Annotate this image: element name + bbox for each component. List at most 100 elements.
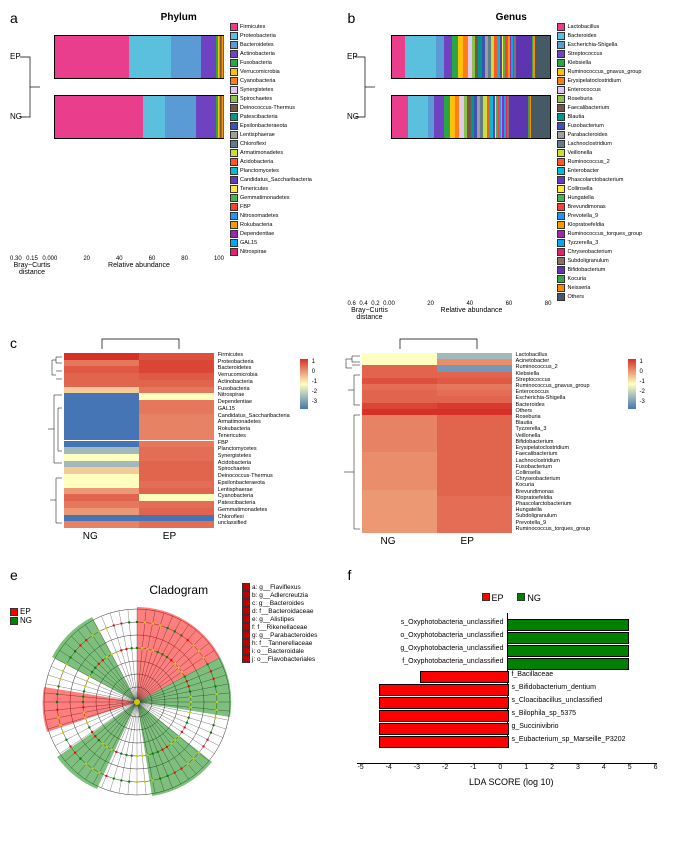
hm-cell [139,380,214,387]
legend-item: Synergistetes [230,86,312,94]
legend-item: Planctomycetes [230,167,312,175]
hm-row-label: Streptococcus [516,377,551,383]
legend-item: Erysipelatoclostridium [557,77,642,85]
hm-row-label: Deinococcus-Thermus [218,473,273,479]
hm-cell [139,427,214,434]
segment-bacteroides [405,36,436,78]
hm-row-label: FBP [218,440,229,446]
panel-e: e Cladogram EP NG [10,567,347,807]
lda-leg-ep: EP [492,593,504,603]
hm-cell [139,420,214,427]
hm-cell [64,508,139,515]
legend-item: Verrucomicrobia [230,68,312,76]
hm-row-label: Veillonella [516,433,541,439]
hm-row-label: Others [516,408,533,414]
heatmap-genus: LactobacillusAcinetobacterRuminococcus_2… [338,339,675,549]
hm-cell [139,353,214,360]
hm-cell [64,407,139,414]
legend-item: Actinobacteria [230,50,312,58]
hm-row-label: Subdoligranulum [516,513,557,519]
legend-item: Fusobacterium [557,122,642,130]
hm-row-label: Kocuria [516,482,535,488]
lda-leg-ng: NG [527,593,541,603]
segment-bacteroides [408,96,427,138]
legend-item: Ruminococcus_torques_group [557,230,642,238]
heatmap-phylum: FirmicutesProteobacteriaBacteroidetesVer… [40,339,338,549]
lda-bar-label: s_Cloacibacillus_unclassified [511,697,602,704]
lda-bar-label: s_Eubacterium_sp_Marseille_P3202 [511,736,625,743]
hm-row-label: Hungatella [516,507,542,513]
legend-item: Faecalibacterium [557,104,642,112]
row-dendro-ge [338,353,360,533]
hm-row-label: Enterococcus [516,389,549,395]
hm-cell [139,360,214,367]
segment-escherichia-shigella [436,36,444,78]
hm-row-label: Planctomycetes [218,446,257,452]
hm-row-label: Klopratoefeldia [516,495,553,501]
hm-row-label: Ruminococcus_torques_group [516,526,591,532]
hm-cell [64,447,139,454]
stacked-genus [391,23,551,143]
dendro-a: EP NG [10,23,54,143]
lda-bar [379,736,509,748]
hm-row-label: Phascolarctobacterium [516,501,572,507]
hm-row-label: Synergistetes [218,453,251,459]
hm-cell [64,393,139,400]
hm-row-label: Blautia [516,420,533,426]
hm-row-label: Bacteroidetes [218,365,252,371]
lda-bar-label: s_Bilophila_sp_5375 [511,710,576,717]
hm-row-label: Escherichia-Shigella [516,395,566,401]
hm-row-label: Brevundimonas [516,489,554,495]
legend-item: Hungatella [557,194,642,202]
legend-item: Subdoligranulum [557,257,642,265]
lda-bar-label: f_Bacillaceae [511,671,553,678]
hm-row-label: Tyzzerella_3 [516,426,547,432]
hm-ge-ep: EP [461,536,474,547]
legend-item: Klebsiella [557,59,642,67]
hm-row-label: Epsilonbacteraeota [218,480,265,486]
hm-cell [64,515,139,522]
hm-row-label: Faecalibacterium [516,451,558,457]
lda-bar [507,658,629,670]
hm-cell [139,434,214,441]
legend-item: Deinococcus-Thermus [230,104,312,112]
clado-key: c: g__Bacteroides [242,599,317,607]
hm-cell [139,515,214,522]
lda-bar [379,697,509,709]
hm-cell [64,400,139,407]
cladogram-svg [32,597,242,807]
hm-cell [64,461,139,468]
hm-cell [139,521,214,528]
clado-key: b: g__Adlercreutzia [242,591,317,599]
hm-cell [139,373,214,380]
hm-cell [64,387,139,394]
hm-row-label: Armatimonadetes [218,419,261,425]
clado-key: i: o__Bacteroidale [242,647,317,655]
hm-row-label: Klebsiella [516,371,540,377]
segment-streptococcus [444,36,452,78]
svg-text:EP: EP [347,52,358,61]
svg-text:NG: NG [347,112,359,121]
hm-row-label: Firmicutes [218,352,243,358]
lda-bar [420,671,509,683]
hm-row-label: Patescibacteria [218,500,256,506]
hm-ph-ng: NG [83,531,98,542]
clado-legend-groups: EP NG [10,607,32,807]
hm-cell [139,508,214,515]
panel-f: f EP NG s_Oxyphotobacteria_unclassifiedo… [347,567,675,807]
label-e: e [10,567,18,583]
legend-item: Klopratoefeldia [557,221,642,229]
lda-bar [507,619,629,631]
legend-item: Bifidobacterium [557,266,642,274]
col-dendro-ph [64,333,354,351]
hm-row-label: Gemmatimonadetes [218,507,268,513]
hm-cell [139,441,214,448]
hm-row-label: Candidatus_Saccharibacteria [218,413,290,419]
hm-cell [139,400,214,407]
panel-a: a Phylum EP NG FirmicutesProteobacteriaB… [10,10,347,321]
hm-cell [64,353,139,360]
colorbar-ph [300,359,308,409]
hm-row-label: Actinobacteria [218,379,253,385]
segment-firmicutes [55,36,129,78]
legend-item: Enterococcus [557,86,642,94]
